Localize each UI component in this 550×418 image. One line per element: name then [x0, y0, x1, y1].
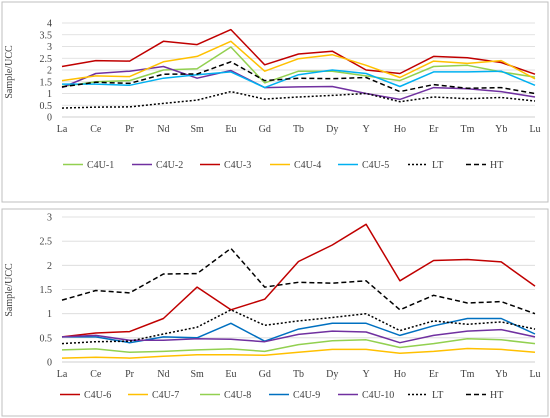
y-tick-label: 2: [47, 261, 52, 272]
series-line-c4u-10: [61, 328, 536, 344]
y-axis-label-top: Sample/UCC: [4, 45, 15, 99]
x-tick-label: Pr: [125, 124, 135, 135]
series-lines-bottom: [61, 223, 536, 359]
gridlines-bottom: [62, 216, 535, 339]
legend-label-c4u-2: C4U-2: [156, 160, 183, 171]
x-tick-label: Nd: [157, 369, 169, 380]
legend-label-c4u-4: C4U-4: [294, 160, 321, 171]
legend-label-ht: HT: [490, 390, 503, 401]
chart-panel-top: 00.511.522.533.54 La Ce Pr Nd Sm Eu Gd Tb Dy Y Ho E…: [1, 1, 549, 203]
legend-label-lt: LT: [432, 390, 443, 401]
x-tick-label: Y: [362, 369, 369, 380]
y-tick-label: 0.5: [40, 101, 53, 112]
series-line-ht: [61, 247, 536, 315]
x-tick-label: Y: [362, 124, 369, 135]
x-tick-label: Dy: [326, 369, 338, 380]
y-tick-label: 0: [47, 358, 52, 369]
x-tick-label: Ho: [394, 369, 406, 380]
series-line-lt: [61, 90, 536, 109]
series-line-c4u-5: [62, 69, 536, 89]
y-tick-label: 2: [47, 66, 52, 77]
y-tick-label: 2.5: [40, 237, 53, 248]
y-axis-label-bottom: Sample/UCC: [4, 263, 15, 317]
x-tick-label: Gd: [259, 124, 271, 135]
legend-label-c4u-7: C4U-7: [152, 390, 179, 401]
x-tick-label: La: [57, 369, 68, 380]
series-line-c4u-3: [61, 28, 536, 75]
legend-bottom: C4U-6 C4U-7 C4U-8 C4U-9 C4U-10 LT HT: [60, 390, 503, 401]
y-tick-label: 1: [47, 309, 52, 320]
y-tick-label: 1.5: [40, 285, 53, 296]
y-tick-label: 0.5: [40, 333, 53, 344]
x-tick-label: Tb: [293, 369, 304, 380]
series-line-c4u-4: [61, 40, 536, 82]
x-tick-label: Yb: [495, 369, 507, 380]
x-tick-label: Ce: [90, 124, 102, 135]
x-ticks-bottom: La Ce Pr Nd Sm Eu Gd Tb Dy Y Ho Er Tm Yb Lu: [57, 369, 541, 380]
x-tick-label: Dy: [326, 124, 338, 135]
y-tick-label: 1.5: [40, 77, 53, 88]
legend-label-c4u-5: C4U-5: [362, 160, 389, 171]
legend-label-c4u-6: C4U-6: [84, 390, 111, 401]
legend-label-ht: HT: [490, 160, 503, 171]
x-tick-label: Nd: [157, 124, 169, 135]
x-tick-label: Ce: [90, 369, 102, 380]
y-tick-label: 2.5: [40, 54, 53, 65]
y-tick-label: 3.5: [40, 30, 53, 41]
series-line-c4u-2: [61, 65, 536, 101]
chart-frame-bottom: [1, 208, 549, 417]
x-tick-label: Sm: [190, 124, 204, 135]
x-tick-label: Yb: [495, 124, 507, 135]
x-tick-label: Tm: [460, 369, 474, 380]
x-tick-label: Eu: [225, 369, 236, 380]
x-tick-label: Eu: [225, 124, 236, 135]
legend-label-lt: LT: [432, 160, 443, 171]
y-tick-label: 4: [47, 19, 52, 30]
series-line-lt: [61, 309, 536, 345]
series-line-c4u-7: [61, 347, 536, 359]
series-lines-top: [61, 28, 536, 109]
x-tick-label: Ho: [394, 124, 406, 135]
x-tick-label: Lu: [529, 369, 540, 380]
x-tick-label: Tm: [460, 124, 474, 135]
chart-frame-top: [1, 1, 549, 203]
legend-label-c4u-1: C4U-1: [87, 160, 114, 171]
x-tick-label: Sm: [190, 369, 204, 380]
x-tick-label: Pr: [125, 369, 135, 380]
x-tick-label: Er: [429, 124, 439, 135]
x-ticks-top: La Ce Pr Nd Sm Eu Gd Tb Dy Y Ho Er Tm Yb Lu: [57, 124, 541, 135]
y-ticks-top: 00.511.522.533.54: [40, 19, 53, 124]
y-tick-label: 3: [47, 42, 52, 53]
chart-panel-bottom: 0 0.5 1 1.5 2 2.5 3 La Ce Pr Nd Sm Eu Gd Tb Dy Y Ho Er Tm Y…: [1, 208, 549, 417]
series-line-c4u-6: [61, 223, 536, 338]
legend-label-c4u-10: C4U-10: [362, 390, 394, 401]
x-tick-label: La: [57, 124, 68, 135]
y-ticks-bottom: 0 0.5 1 1.5 2 2.5 3: [40, 213, 53, 369]
x-tick-label: Er: [429, 369, 439, 380]
legend-label-c4u-9: C4U-9: [293, 390, 320, 401]
series-line-c4u-1: [61, 46, 536, 88]
legend-label-c4u-3: C4U-3: [224, 160, 251, 171]
y-tick-label: 1: [47, 89, 52, 100]
y-tick-label: 3: [47, 213, 52, 224]
x-tick-label: Gd: [259, 369, 271, 380]
x-tick-label: Lu: [529, 124, 540, 135]
legend-label-c4u-8: C4U-8: [224, 390, 251, 401]
legend-top: C4U-1 C4U-2 C4U-3 C4U-4 C4U-5 LT HT: [63, 160, 503, 171]
series-line-c4u-8: [61, 338, 536, 354]
y-tick-label: 0: [47, 113, 52, 124]
x-tick-label: Tb: [293, 124, 304, 135]
